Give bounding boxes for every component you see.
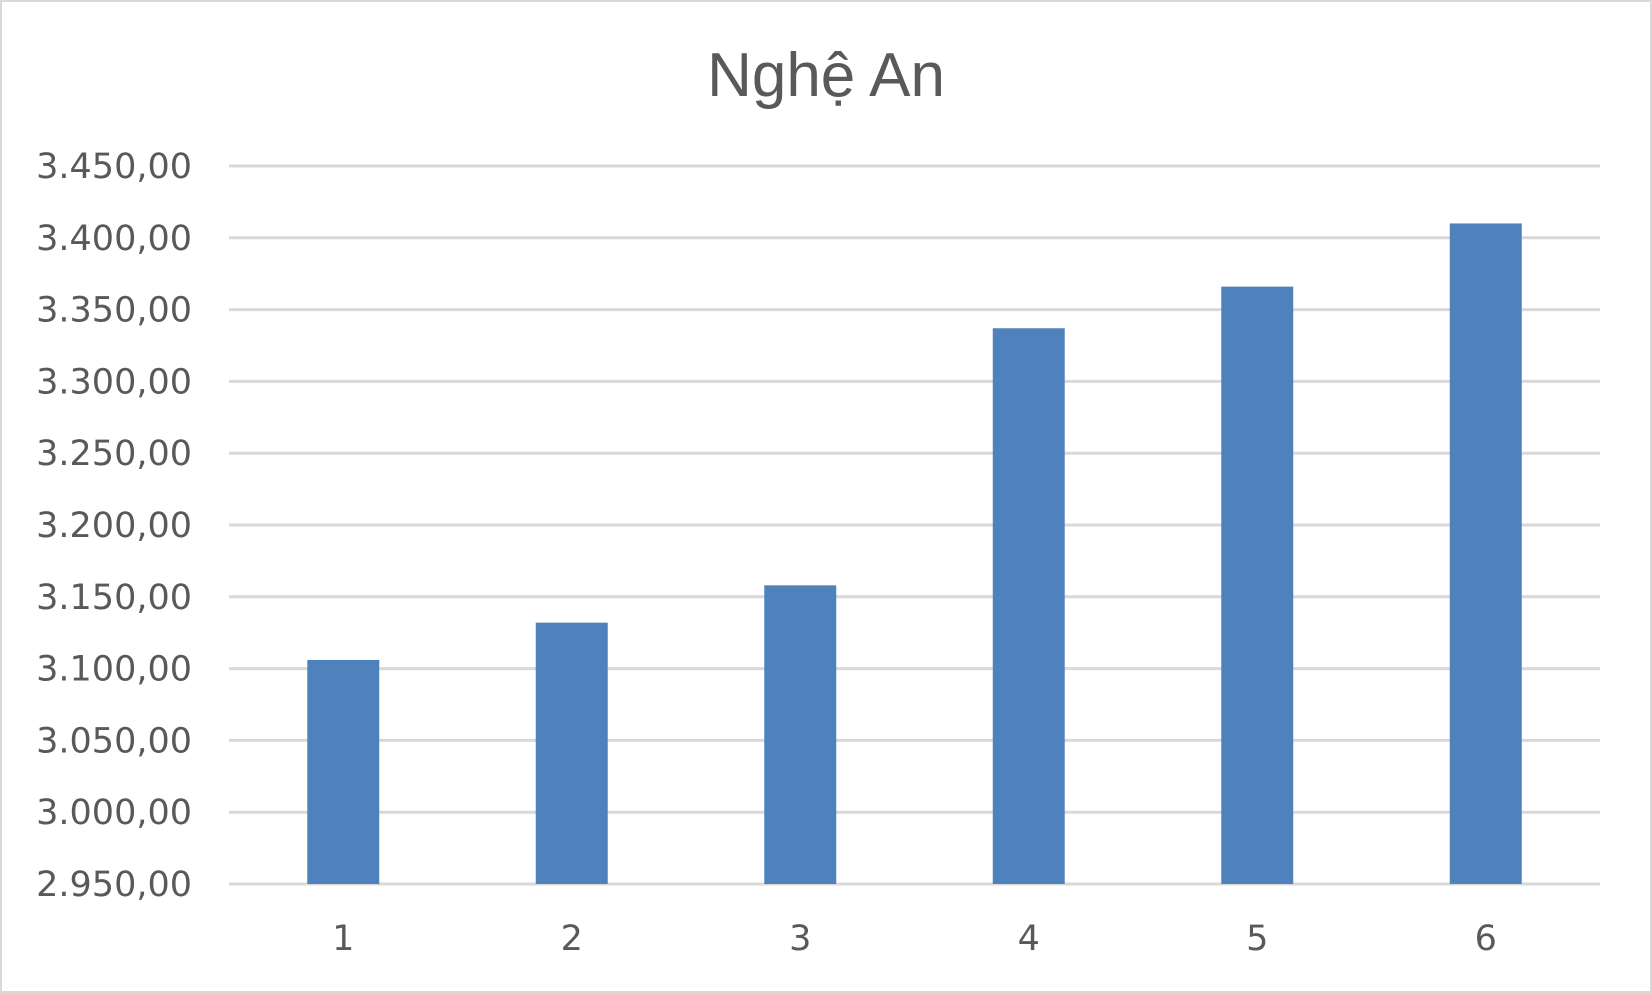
bars [307, 223, 1522, 884]
bar-5 [1221, 286, 1294, 884]
y-tick-label: 3.200,00 [36, 506, 192, 546]
bar-2 [535, 622, 608, 884]
y-tick-label: 3.050,00 [36, 721, 192, 761]
bar-4 [992, 328, 1065, 884]
x-tick-label: 5 [1246, 919, 1268, 959]
y-tick-label: 3.300,00 [36, 362, 192, 402]
y-tick-label: 3.250,00 [36, 434, 192, 474]
x-tick-label: 4 [1018, 919, 1040, 959]
x-tick-label: 3 [789, 919, 811, 959]
y-tick-label: 3.100,00 [36, 650, 192, 690]
y-tick-label: 3.150,00 [36, 578, 192, 618]
y-tick-label: 3.350,00 [36, 291, 192, 331]
x-tick-label: 1 [332, 919, 354, 959]
bar-3 [764, 585, 837, 884]
x-tick-label: 6 [1475, 919, 1497, 959]
y-tick-label: 3.400,00 [36, 219, 192, 259]
y-tick-label: 3.450,00 [36, 147, 192, 187]
y-tick-label: 3.000,00 [36, 793, 192, 833]
chart-title: Nghệ An [707, 41, 945, 110]
gridlines [229, 164, 1600, 886]
y-tick-label: 2.950,00 [36, 865, 192, 905]
y-axis-tick-labels: 2.950,00 3.000,00 3.050,00 3.100,00 3.150,00… [36, 147, 192, 905]
bar-6 [1449, 223, 1522, 884]
x-tick-label: 2 [561, 919, 583, 959]
bar-1 [307, 659, 380, 884]
x-axis-tick-labels: 1 2 3 4 5 6 [332, 919, 1497, 959]
